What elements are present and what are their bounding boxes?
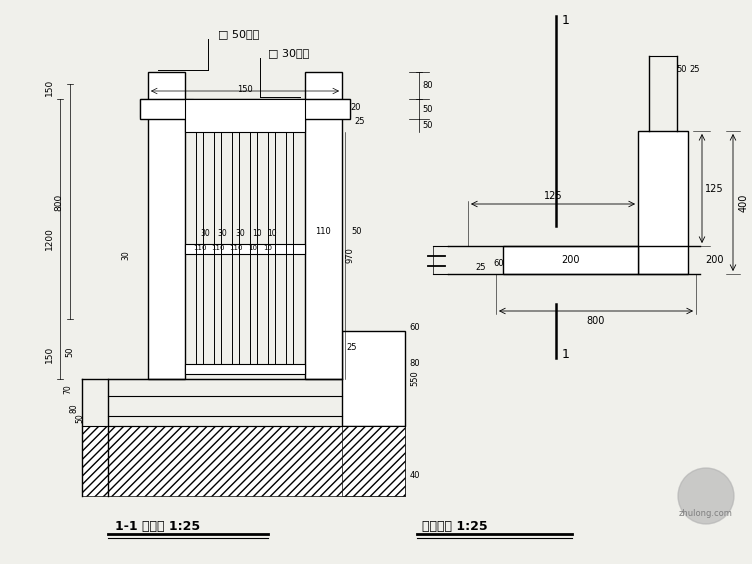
Bar bbox=[148, 72, 185, 379]
Text: 50: 50 bbox=[677, 64, 687, 73]
Text: 1: 1 bbox=[562, 15, 570, 28]
Text: zhulong.com: zhulong.com bbox=[679, 509, 733, 518]
Bar bbox=[185, 364, 305, 374]
Text: 970: 970 bbox=[345, 248, 354, 263]
Circle shape bbox=[678, 468, 734, 524]
Bar bbox=[82, 426, 405, 496]
Text: 30: 30 bbox=[122, 250, 131, 261]
Text: 110: 110 bbox=[211, 245, 225, 251]
Bar bbox=[503, 246, 638, 274]
Text: 110: 110 bbox=[229, 245, 243, 251]
Text: 50: 50 bbox=[75, 413, 84, 423]
Text: 800: 800 bbox=[587, 316, 605, 326]
Text: 60: 60 bbox=[493, 259, 505, 268]
Bar bbox=[297, 99, 350, 117]
Text: 125: 125 bbox=[544, 191, 562, 201]
Text: 110: 110 bbox=[315, 227, 331, 236]
Text: 25: 25 bbox=[476, 263, 487, 272]
Text: 50: 50 bbox=[423, 121, 433, 130]
Text: 30: 30 bbox=[217, 230, 227, 239]
Bar bbox=[305, 72, 342, 379]
Bar bbox=[185, 244, 305, 254]
Text: 200: 200 bbox=[561, 255, 580, 265]
Text: 150: 150 bbox=[44, 345, 53, 363]
Text: 50: 50 bbox=[352, 227, 362, 236]
Text: 10: 10 bbox=[252, 230, 262, 239]
Text: 550: 550 bbox=[411, 371, 420, 386]
Text: 1: 1 bbox=[562, 347, 570, 360]
Text: 1-1 剖面图 1:25: 1-1 剖面图 1:25 bbox=[115, 519, 200, 532]
Text: 50: 50 bbox=[65, 346, 74, 357]
Text: 80: 80 bbox=[410, 359, 420, 368]
Text: 110: 110 bbox=[193, 245, 207, 251]
Bar bbox=[185, 99, 305, 132]
Text: 50: 50 bbox=[423, 104, 433, 113]
Text: □ 50钢管: □ 50钢管 bbox=[218, 29, 259, 39]
Text: 125: 125 bbox=[705, 183, 723, 193]
Bar bbox=[638, 131, 688, 274]
Text: 400: 400 bbox=[739, 193, 749, 212]
Text: 200: 200 bbox=[705, 255, 723, 265]
Bar bbox=[342, 331, 405, 426]
Text: 20: 20 bbox=[350, 103, 361, 112]
Text: 70: 70 bbox=[63, 384, 72, 394]
Bar bbox=[342, 426, 405, 496]
Text: 60: 60 bbox=[410, 323, 420, 332]
Text: 25: 25 bbox=[355, 117, 365, 126]
Text: 80: 80 bbox=[69, 403, 78, 413]
Text: 10: 10 bbox=[267, 230, 277, 239]
Bar bbox=[140, 99, 350, 119]
Text: 25: 25 bbox=[690, 64, 700, 73]
Text: 10: 10 bbox=[263, 245, 272, 251]
Text: 30: 30 bbox=[235, 230, 245, 239]
Text: 露台栏杆 1:25: 露台栏杆 1:25 bbox=[422, 519, 487, 532]
Text: 150: 150 bbox=[237, 86, 253, 95]
Text: □ 30钢管: □ 30钢管 bbox=[268, 48, 309, 58]
Text: 80: 80 bbox=[423, 81, 433, 90]
Text: 30: 30 bbox=[200, 230, 210, 239]
Text: 1200: 1200 bbox=[44, 227, 53, 250]
Bar bbox=[140, 99, 193, 117]
Text: 150: 150 bbox=[44, 78, 53, 96]
Text: 10: 10 bbox=[248, 245, 257, 251]
Text: 40: 40 bbox=[410, 472, 420, 481]
Text: 800: 800 bbox=[54, 193, 63, 210]
Text: 25: 25 bbox=[347, 342, 357, 351]
